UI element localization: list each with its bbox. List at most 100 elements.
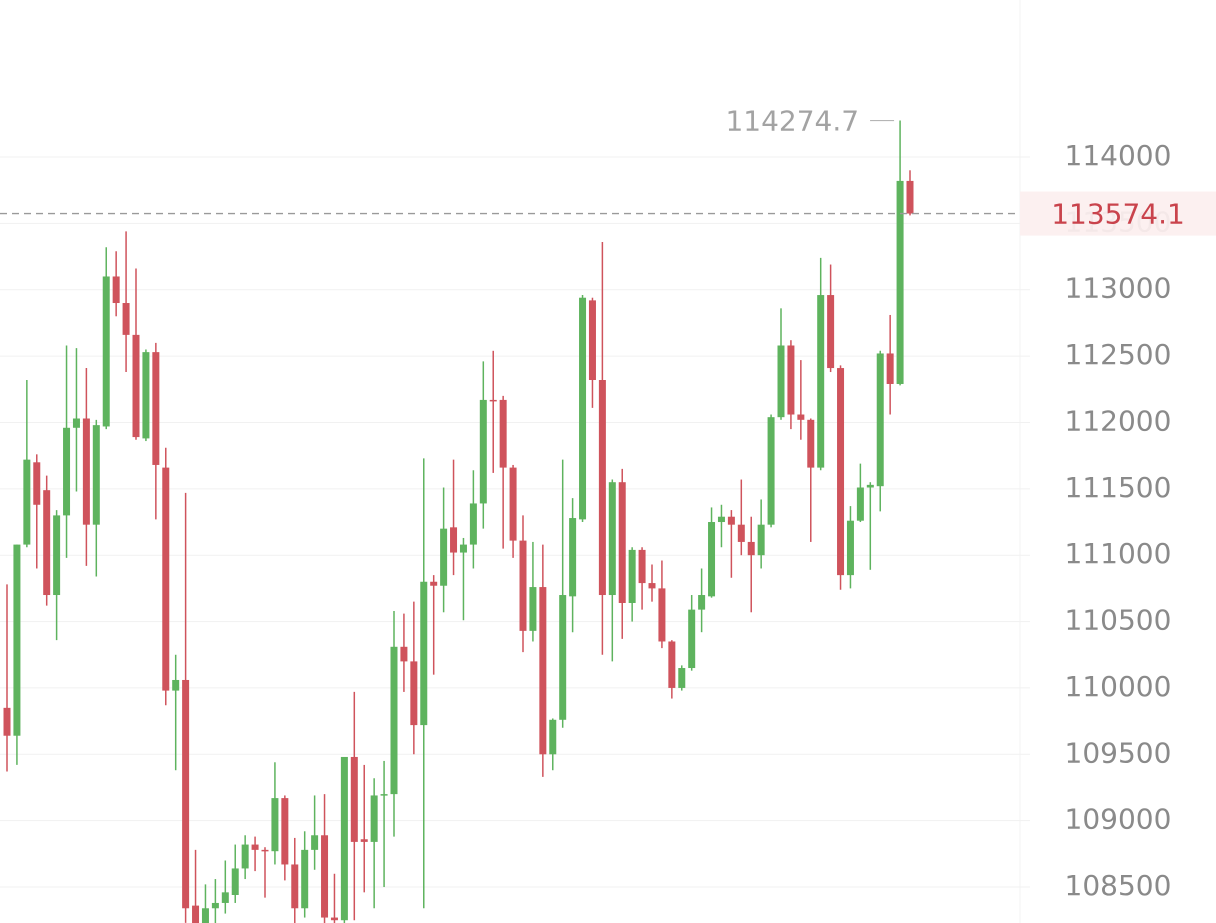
candle-body [787, 345, 795, 415]
candle-body [82, 418, 90, 525]
candle-body [291, 864, 299, 909]
candle-body [162, 467, 170, 691]
y-tick-label: 109000 [1065, 803, 1172, 836]
candle-body [340, 756, 348, 921]
candle-body [53, 515, 61, 596]
candle-body [201, 908, 209, 923]
candle-body [569, 518, 577, 597]
candle-body [33, 462, 41, 505]
candle-body [430, 581, 438, 586]
candle-body [817, 295, 825, 468]
candle-body [112, 276, 120, 304]
candle-body [727, 516, 735, 525]
candle-body [410, 661, 418, 726]
candle-body [856, 487, 864, 521]
candle-body [588, 300, 596, 381]
candle-body [698, 595, 706, 610]
candle-body [459, 544, 467, 553]
candle-body [846, 520, 854, 576]
candle-body [92, 425, 100, 525]
candle-body [142, 352, 150, 439]
candle-body [499, 399, 507, 468]
candle-body [152, 352, 160, 465]
last-price-label: 113574.1 [1051, 198, 1185, 231]
y-tick-label: 110500 [1065, 604, 1172, 637]
y-tick-label: 109500 [1065, 736, 1172, 769]
candle-body [63, 427, 71, 516]
candle-body [479, 399, 487, 504]
candle-body [648, 583, 656, 589]
y-tick-label: 108500 [1065, 869, 1172, 902]
candle-body [192, 905, 200, 923]
candle-body [211, 902, 219, 909]
candle-body [301, 849, 309, 909]
y-tick-label: 110000 [1065, 670, 1172, 703]
candle-body [390, 646, 398, 795]
candle-body [469, 503, 477, 545]
candle-body [420, 581, 428, 726]
candle-body [251, 844, 259, 850]
candle-body [529, 587, 537, 631]
candle-body [43, 490, 51, 596]
candle-body [221, 892, 229, 903]
candle-body [281, 798, 289, 865]
candle-body [450, 527, 458, 553]
plot [3, 120, 914, 923]
candle-body [638, 549, 646, 584]
candle-body [241, 844, 249, 869]
candle-body [380, 794, 388, 796]
candle-body [231, 868, 239, 895]
last-price-badge [1020, 191, 1216, 236]
candle-body [13, 544, 21, 736]
candle-body [271, 798, 279, 852]
candle-body [400, 646, 408, 662]
candle-body [747, 541, 755, 556]
candle-body [757, 524, 765, 556]
candle-body [72, 418, 80, 428]
candle-body [668, 641, 676, 688]
candle-body [618, 482, 626, 603]
candle-body [172, 679, 180, 691]
candle-body [767, 417, 775, 525]
candle-body [330, 917, 338, 921]
y-tick-label: 112500 [1065, 338, 1172, 371]
candle-body [777, 345, 785, 418]
y-tick-label: 111500 [1065, 471, 1172, 504]
y-tick-label: 114000 [1065, 139, 1172, 172]
candle-body [440, 528, 448, 586]
grid [0, 156, 1030, 888]
candle-body [321, 835, 329, 918]
candle-body [311, 835, 319, 850]
candle-body [827, 295, 835, 369]
candle-body [23, 459, 31, 545]
candle-body [261, 849, 269, 852]
candle-body [628, 549, 636, 603]
candle-body [896, 180, 904, 384]
candle-body [489, 399, 497, 402]
overlay: 114274.7 113574.1 [0, 105, 1216, 236]
candle-body [3, 707, 11, 736]
candle-body [708, 522, 716, 597]
candle-body [350, 756, 358, 842]
candle-body [102, 276, 110, 427]
candle-body [549, 719, 557, 755]
candle-body [658, 588, 666, 642]
candle-body [608, 482, 616, 596]
candle-body [598, 380, 606, 596]
candle-body [132, 334, 140, 438]
candle-body [797, 414, 805, 420]
max-label: 114274.7 [725, 105, 859, 138]
candle-body [579, 297, 587, 520]
candle-body [807, 419, 815, 468]
y-tick-label: 112000 [1065, 404, 1172, 437]
y-tick-label: 113000 [1065, 272, 1172, 305]
candle-body [717, 516, 725, 523]
y-axis: 108500 109000 109500 110000 110500 111000 1115… [1065, 139, 1172, 902]
candle-body [370, 795, 378, 842]
candle-body [837, 368, 845, 576]
candle-body [866, 484, 874, 488]
candle-body [539, 587, 547, 755]
candle-body [678, 668, 686, 688]
candle-body [182, 679, 190, 909]
